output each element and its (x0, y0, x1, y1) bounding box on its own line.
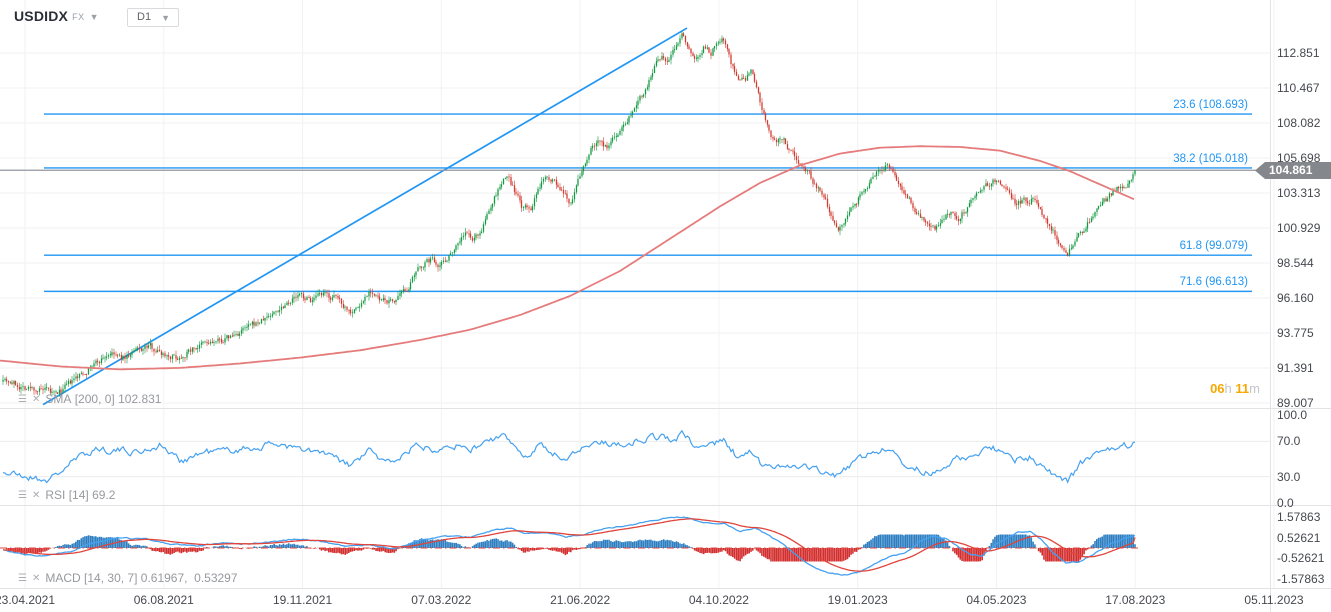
macd-axis-label: 1.57863 (1277, 509, 1321, 524)
price-axis-label: 96.160 (1277, 291, 1314, 306)
indicator-settings-icon[interactable]: ☰ (18, 489, 27, 501)
sma-indicator-row: ☰ ✕ SMA [200, 0] 102.831 (18, 392, 161, 406)
price-axis-label: 108.082 (1277, 116, 1321, 130)
indicator-settings-icon[interactable]: ☰ (18, 393, 27, 405)
rsi-label: RSI (45, 488, 66, 502)
date-axis-label: 17.08.2023 (1105, 593, 1166, 607)
sma-label: SMA (45, 392, 72, 406)
sma-params: [200, 0] (74, 392, 115, 406)
timeframe-dropdown[interactable]: D1 ▼ (127, 8, 179, 27)
macd-line[interactable] (2, 516, 1136, 576)
price-axis-label: 112.851 (1277, 45, 1320, 60)
indicator-settings-icon[interactable]: ☰ (18, 572, 27, 584)
market-tag: FX (72, 12, 85, 22)
candle-countdown: 06h 11m (1210, 381, 1260, 396)
price-axis-label: 103.313 (1277, 186, 1321, 200)
macd-axis-label: -0.52621 (1277, 551, 1325, 566)
price-axis-label: 98.544 (1277, 256, 1314, 271)
indicator-close-icon[interactable]: ✕ (31, 489, 41, 501)
date-axis-label: 23.04.2021 (0, 593, 56, 607)
macd-params: [14, 30, 7] (84, 571, 138, 585)
chevron-down-icon: ▼ (161, 12, 170, 23)
date-axis-label: 05.11.2023 (1244, 593, 1304, 607)
symbol-name: USDIDX (14, 8, 69, 24)
rsi-axis-label: 70.0 (1277, 434, 1301, 449)
indicator-close-icon[interactable]: ✕ (31, 572, 41, 584)
candles (2, 31, 1136, 397)
rsi-value: 69.2 (92, 488, 116, 502)
fib-retracement-lines[interactable] (44, 113, 1252, 293)
price-axis-label: 93.775 (1277, 326, 1314, 341)
price-axis-label: 100.929 (1277, 221, 1321, 235)
rsi-axis-label: 0.0 (1277, 496, 1294, 510)
price-axis-label: 105.698 (1277, 151, 1321, 165)
macd-label: MACD (45, 571, 81, 585)
date-axis-label: 04.05.2023 (966, 593, 1027, 607)
date-axis-label: 06.08.2021 (133, 593, 194, 607)
fib-level-label[interactable]: 61.8 (99.079) (1179, 240, 1248, 253)
macd-axis-label: 0.52621 (1277, 530, 1321, 545)
chevron-down-icon: ▼ (89, 11, 99, 22)
sma-value: 102.831 (118, 392, 162, 406)
rsi-indicator-row: ☰ ✕ RSI [14] 69.2 (18, 488, 115, 502)
price-axis-label: 89.007 (1277, 396, 1314, 411)
date-axis-label: 21.06.2022 (550, 593, 611, 607)
date-axis-label: 19.01.2023 (827, 593, 888, 607)
macd-signal-line[interactable] (2, 518, 1136, 572)
indicator-close-icon[interactable]: ✕ (31, 393, 41, 405)
price-axis-label: 91.391 (1277, 361, 1314, 376)
date-axis-label: 04.10.2022 (688, 593, 749, 607)
current-price-badge: 104.861 (1255, 162, 1331, 179)
macd-indicator-row: ☰ ✕ MACD [14, 30, 7] 0.61967, 0.53297 (18, 571, 238, 585)
rsi-line[interactable] (2, 429, 1136, 484)
symbol-selector[interactable]: USDIDX FX ▼ (14, 8, 99, 24)
fib-level-label[interactable]: 71.6 (96.613) (1179, 276, 1248, 289)
macd-value: 0.61967, 0.53297 (140, 571, 238, 585)
macd-axis-label: -1.57863 (1277, 572, 1325, 587)
rsi-axis-label: 100.0 (1277, 408, 1308, 422)
price-axis-label: 110.467 (1277, 80, 1320, 95)
sma-line[interactable] (0, 145, 1135, 371)
timeframe-value: D1 (137, 11, 152, 23)
fib-level-label[interactable]: 23.6 (108.693) (1173, 99, 1248, 112)
date-axis-label: 07.03.2022 (411, 593, 472, 607)
rsi-params: [14] (68, 488, 89, 502)
rsi-axis-label: 30.0 (1277, 469, 1301, 484)
date-axis-label: 19.11.2021 (272, 593, 333, 607)
fib-level-label[interactable]: 38.2 (105.018) (1173, 152, 1248, 165)
